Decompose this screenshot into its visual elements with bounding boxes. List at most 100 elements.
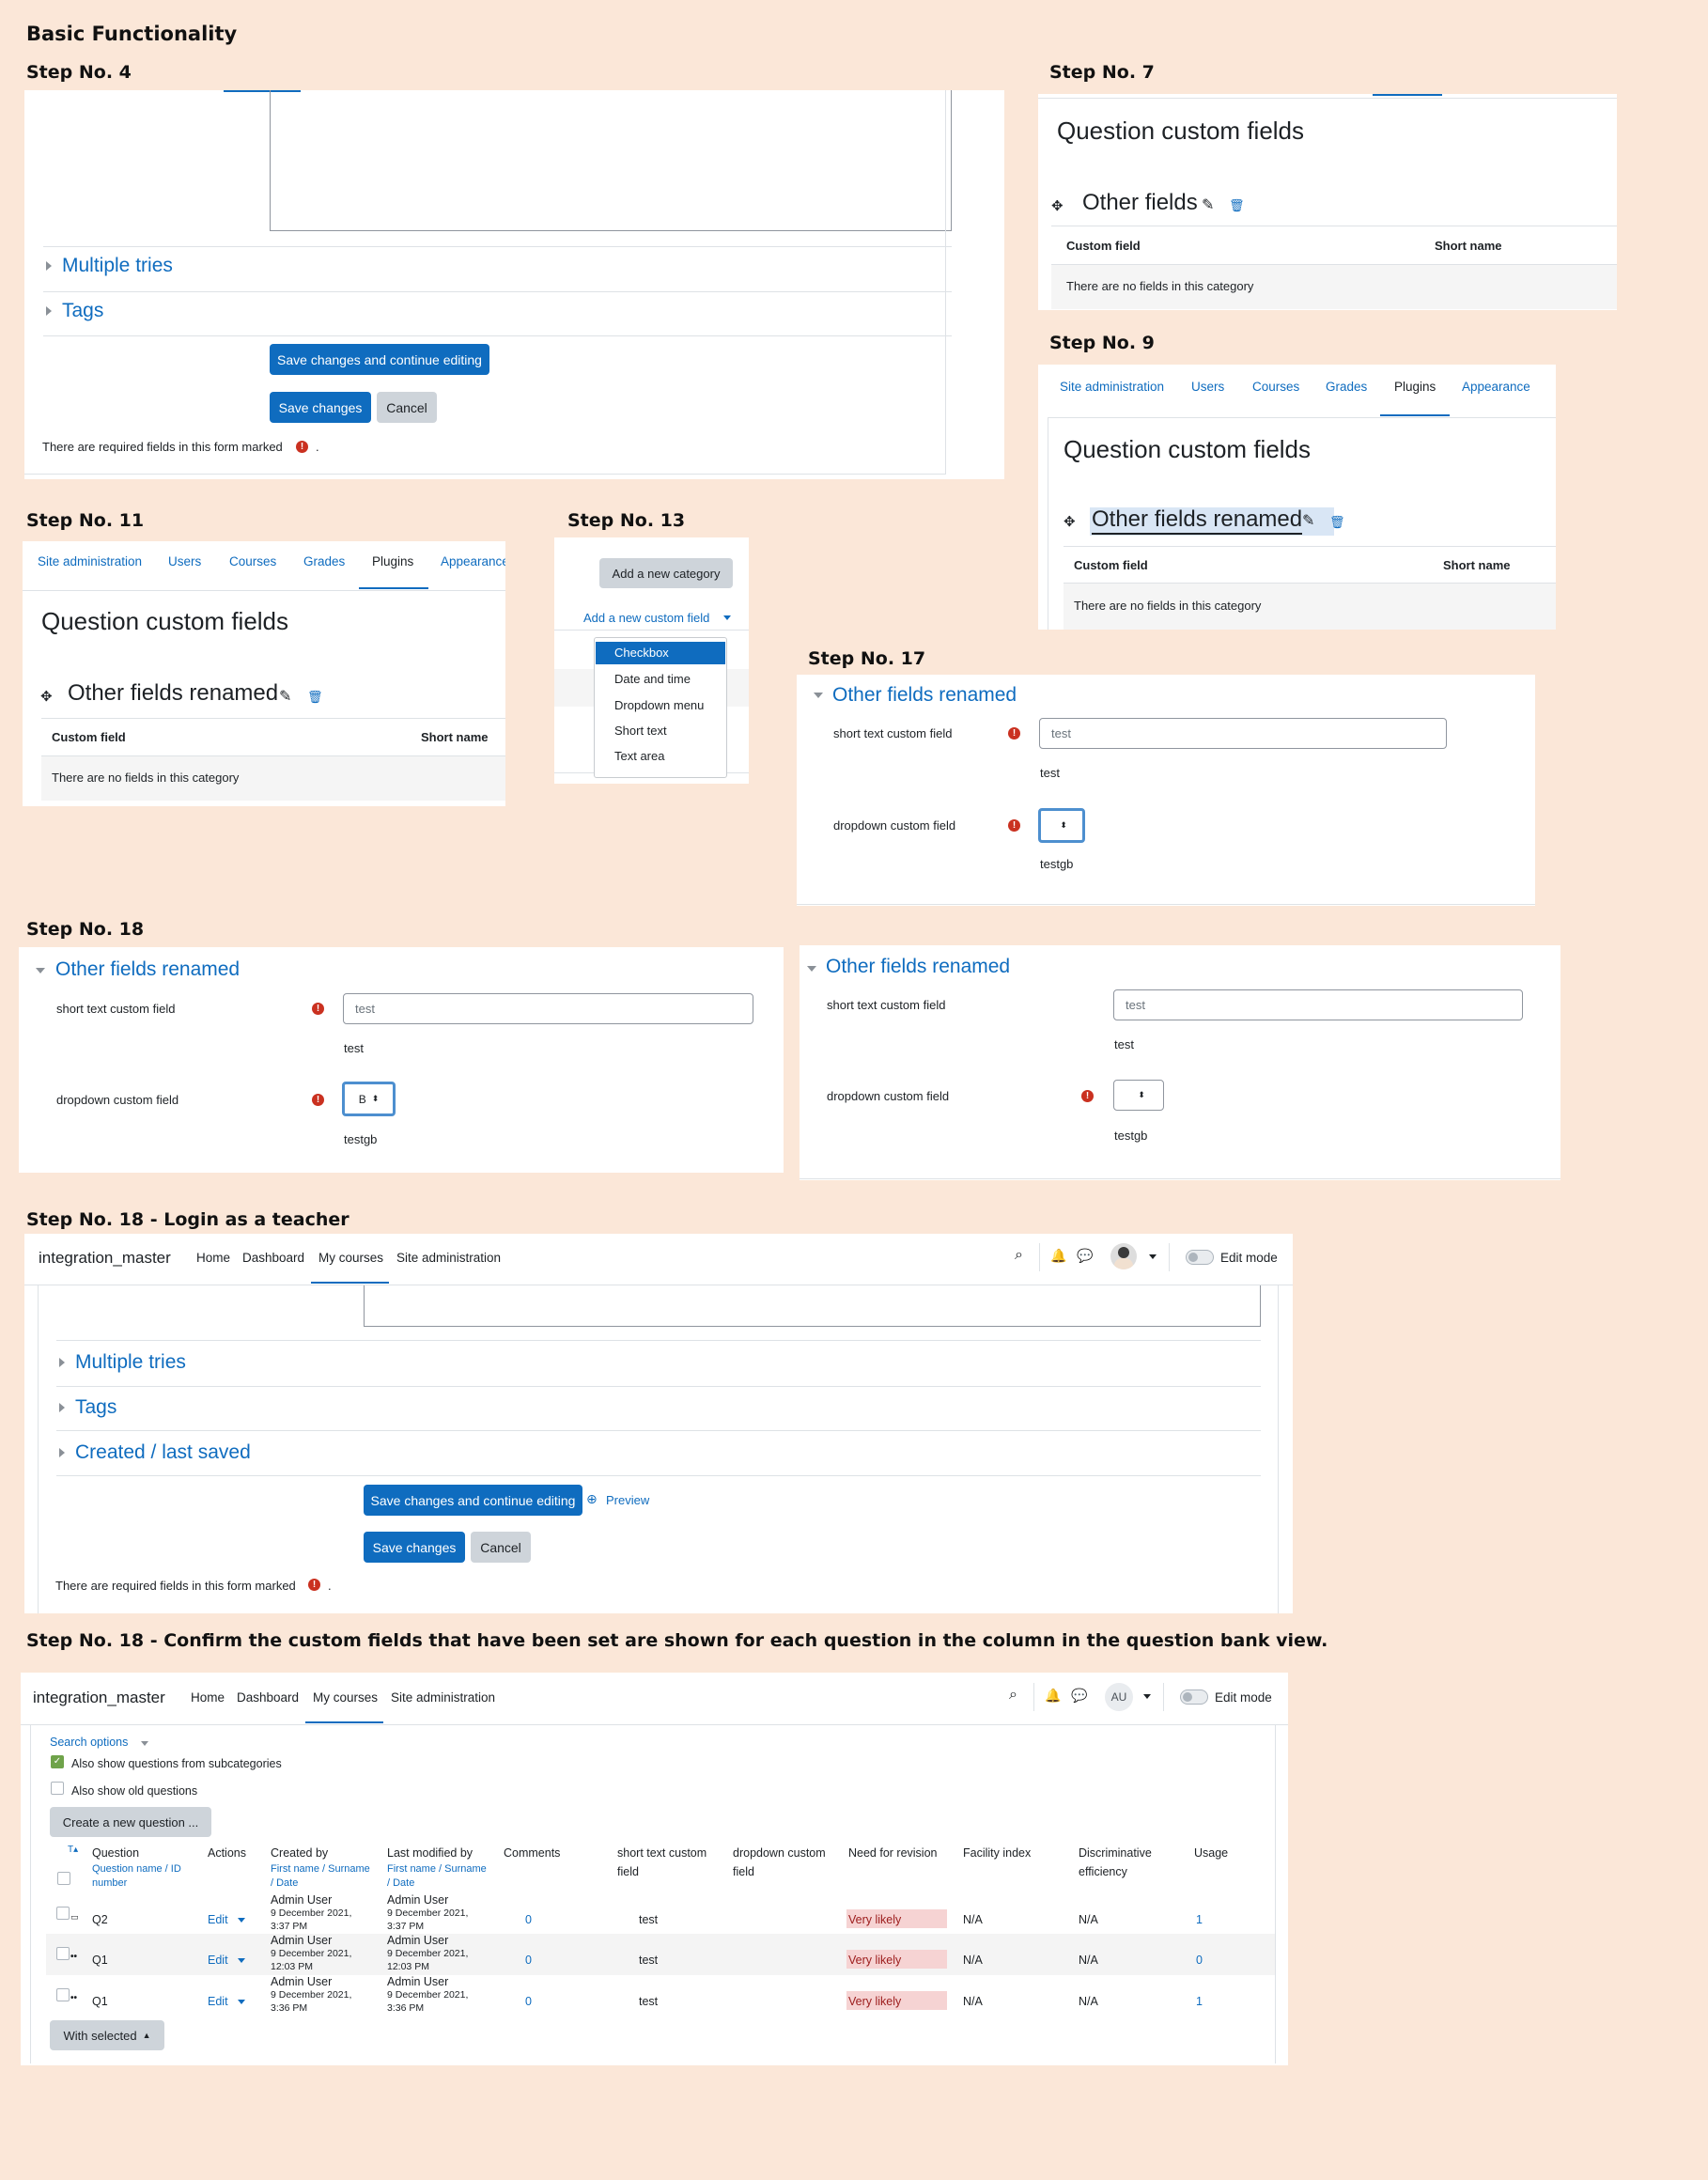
dropdown-select[interactable]: B ⬍	[342, 1082, 396, 1116]
trash-icon[interactable]: 🗑	[1229, 198, 1245, 212]
nav-my-courses[interactable]: My courses	[313, 1690, 379, 1705]
trash-icon[interactable]: 🗑	[1329, 515, 1345, 529]
section-created-last-saved[interactable]: Created / last saved	[75, 1441, 251, 1463]
tab-site-administration[interactable]: Site administration	[1060, 380, 1165, 394]
col-modified-sort-2[interactable]: / Date	[387, 1877, 415, 1889]
cancel-button[interactable]: Cancel	[471, 1532, 531, 1563]
bell-icon[interactable]: 🔔	[1050, 1248, 1067, 1263]
save-continue-button[interactable]: Save changes and continue editing	[364, 1485, 582, 1516]
col-question-sort-2[interactable]: number	[92, 1877, 128, 1889]
select-all-checkbox[interactable]	[57, 1872, 70, 1885]
search-options-link[interactable]: Search options	[50, 1736, 129, 1749]
create-question-button[interactable]: Create a new question ...	[50, 1807, 211, 1837]
move-icon[interactable]: ✥	[1051, 198, 1064, 214]
tab-plugins[interactable]: Plugins	[1394, 380, 1436, 394]
menu-item-short-text[interactable]: Short text	[614, 724, 667, 738]
edit-menu[interactable]: Edit	[208, 1995, 228, 2008]
tab-users[interactable]: Users	[1191, 380, 1225, 394]
pencil-icon[interactable]: ✎	[1202, 197, 1215, 213]
menu-item-date-time[interactable]: Date and time	[614, 672, 691, 686]
caret-down-icon[interactable]	[1143, 1694, 1151, 1699]
dropdown-select[interactable]: ⬍	[1038, 808, 1085, 843]
nav-dashboard[interactable]: Dashboard	[242, 1251, 305, 1265]
nav-home[interactable]: Home	[191, 1690, 225, 1705]
save-button[interactable]: Save changes	[270, 392, 371, 423]
tab-plugins[interactable]: Plugins	[372, 554, 414, 568]
edit-menu[interactable]: Edit	[208, 1954, 228, 1967]
category-name-editing[interactable]: Other fields renamed	[1092, 506, 1303, 535]
search-icon[interactable]: ⌕	[1015, 1247, 1023, 1263]
section-multiple-tries[interactable]: Multiple tries	[75, 1351, 186, 1373]
edit-mode-toggle[interactable]	[1186, 1250, 1214, 1265]
cancel-button[interactable]: Cancel	[377, 392, 437, 423]
tab-courses[interactable]: Courses	[1252, 380, 1300, 394]
usage-link[interactable]: 0	[1196, 1954, 1203, 1967]
question-textarea[interactable]	[270, 90, 952, 231]
nav-my-courses[interactable]: My courses	[318, 1251, 384, 1265]
col-modified-sort[interactable]: First name / Surname	[387, 1863, 487, 1875]
dropdown-select[interactable]: ⬍	[1113, 1080, 1164, 1111]
short-text-input[interactable]: test	[1113, 989, 1523, 1020]
search-icon[interactable]: ⌕	[1009, 1687, 1017, 1703]
col-question-sort[interactable]: Question name / ID	[92, 1863, 181, 1875]
short-text-input[interactable]: test	[1039, 718, 1447, 749]
edit-mode-toggle[interactable]	[1180, 1690, 1208, 1705]
caret-down-icon[interactable]	[1149, 1254, 1157, 1259]
chat-icon[interactable]: 💬	[1071, 1688, 1088, 1703]
sort-type[interactable]: T▴	[68, 1845, 78, 1855]
row-checkbox[interactable]	[56, 1947, 70, 1960]
col-created-sort[interactable]: First name / Surname	[271, 1863, 370, 1875]
nav-home[interactable]: Home	[196, 1251, 231, 1265]
checkbox-old-questions[interactable]	[51, 1782, 64, 1795]
tab-appearance[interactable]: Appearance	[1462, 380, 1530, 394]
edit-menu[interactable]: Edit	[208, 1913, 228, 1926]
tab-grades[interactable]: Grades	[1326, 380, 1368, 394]
col-created-sort-2[interactable]: / Date	[271, 1877, 299, 1889]
save-continue-button[interactable]: Save changes and continue editing	[270, 344, 489, 375]
nav-site-administration[interactable]: Site administration	[391, 1690, 496, 1705]
nav-dashboard[interactable]: Dashboard	[237, 1690, 300, 1705]
avatar[interactable]	[1110, 1243, 1137, 1269]
site-name[interactable]: integration_master	[39, 1249, 171, 1267]
menu-item-dropdown[interactable]: Dropdown menu	[614, 698, 705, 712]
menu-item-text-area[interactable]: Text area	[614, 749, 665, 763]
trash-icon[interactable]: 🗑	[307, 690, 323, 704]
avatar[interactable]: AU	[1105, 1683, 1133, 1711]
section-tags[interactable]: Tags	[62, 300, 104, 321]
section-tags[interactable]: Tags	[75, 1396, 117, 1418]
preview-link[interactable]: Preview	[606, 1493, 650, 1507]
tab-courses[interactable]: Courses	[229, 554, 277, 568]
section-multiple-tries[interactable]: Multiple tries	[62, 255, 173, 276]
pencil-icon[interactable]: ✎	[279, 689, 292, 705]
usage-link[interactable]: 1	[1196, 1913, 1203, 1926]
add-custom-field-dropdown[interactable]: Add a new custom field	[583, 611, 710, 625]
checkbox-subcategories[interactable]: ✓	[51, 1755, 64, 1768]
row-checkbox[interactable]	[56, 1988, 70, 2001]
tab-site-administration[interactable]: Site administration	[38, 554, 143, 568]
short-text-input[interactable]: test	[343, 993, 753, 1024]
comments-link[interactable]: 0	[525, 1954, 532, 1967]
tab-appearance[interactable]: Appearance	[441, 554, 505, 568]
pencil-icon[interactable]: ✎	[1302, 513, 1315, 529]
col-question[interactable]: Question	[92, 1846, 140, 1860]
row-checkbox[interactable]	[56, 1907, 70, 1920]
section-title[interactable]: Other fields renamed	[832, 684, 1017, 706]
tab-grades[interactable]: Grades	[303, 554, 346, 568]
section-title[interactable]: Other fields renamed	[826, 956, 1011, 977]
save-button[interactable]: Save changes	[364, 1532, 465, 1563]
usage-link[interactable]: 1	[1196, 1995, 1203, 2008]
question-textarea[interactable]	[364, 1285, 1261, 1327]
move-icon[interactable]: ✥	[1064, 514, 1076, 530]
comments-link[interactable]: 0	[525, 1913, 532, 1926]
with-selected-button[interactable]: With selected ▲	[50, 2020, 164, 2050]
chat-icon[interactable]: 💬	[1077, 1248, 1094, 1263]
nav-site-administration[interactable]: Site administration	[396, 1251, 502, 1265]
menu-item-checkbox[interactable]: Checkbox	[614, 646, 669, 660]
add-category-button[interactable]: Add a new category	[599, 558, 733, 588]
preview-icon[interactable]: ⊕	[586, 1491, 598, 1506]
tab-users[interactable]: Users	[168, 554, 202, 568]
site-name[interactable]: integration_master	[33, 1689, 165, 1706]
comments-link[interactable]: 0	[525, 1995, 532, 2008]
bell-icon[interactable]: 🔔	[1045, 1688, 1062, 1703]
move-icon[interactable]: ✥	[40, 689, 53, 705]
